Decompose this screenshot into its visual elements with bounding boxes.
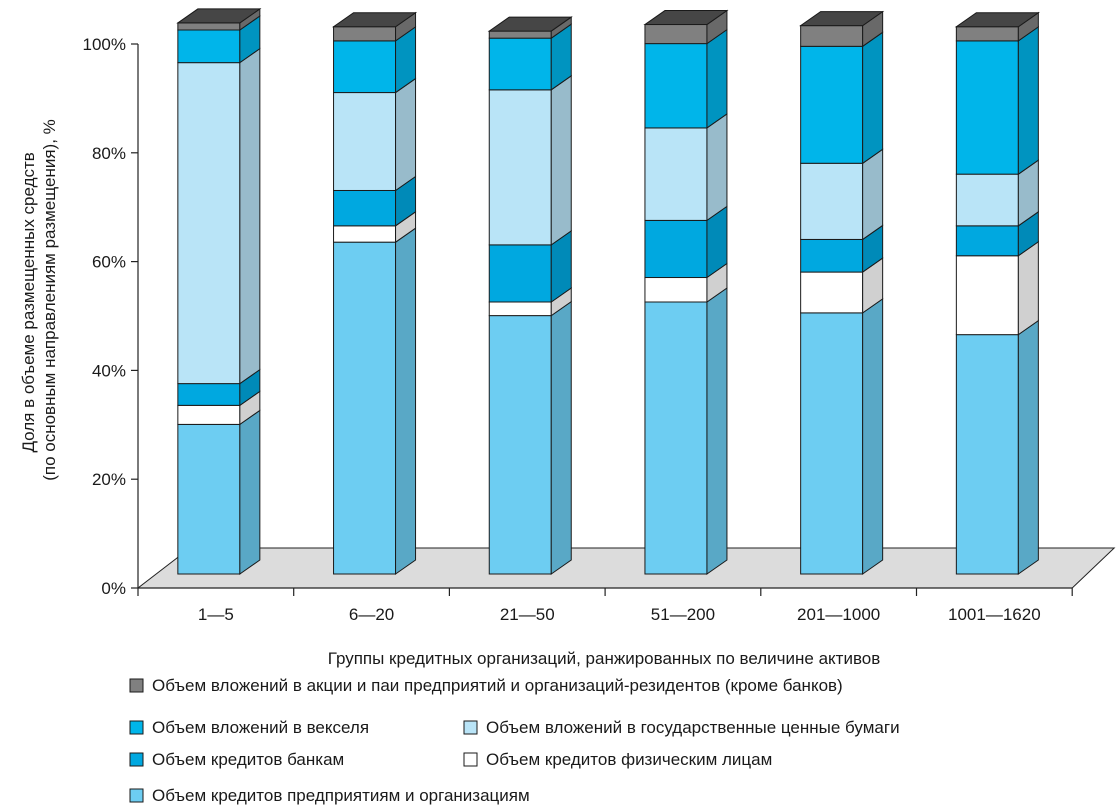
axes: [131, 43, 1073, 596]
legend-swatch: [463, 720, 478, 735]
x-tick-label: 51—200: [651, 605, 715, 624]
bar-stack: [176, 7, 262, 575]
bar-segment: [488, 89, 552, 246]
bar-top: [331, 12, 418, 28]
bar-segment-side: [239, 47, 261, 385]
bar-segment: [955, 173, 1019, 227]
bars: [176, 7, 1040, 575]
bar-stack: [331, 11, 418, 575]
x-tick-label: 201—1000: [797, 605, 880, 624]
bar-segment: [333, 92, 397, 191]
x-tick-labels: 1—5 6—20 21—50 51—200 201—1000 1001—1620: [198, 605, 1041, 624]
bar-segment: [488, 37, 552, 91]
bar-segment: [644, 277, 708, 303]
bar-segment: [333, 189, 397, 227]
bar-segment-side: [862, 148, 884, 241]
bar-segment: [488, 315, 552, 575]
legend-swatch: [129, 678, 144, 693]
bar-segment: [333, 26, 397, 42]
bar-segment: [955, 225, 1019, 257]
bar-segment-side: [1017, 240, 1039, 336]
y-tick-label: 40%: [92, 361, 126, 380]
bar-segment: [955, 26, 1019, 42]
bar-segment: [955, 255, 1019, 336]
bar-segment: [644, 127, 708, 221]
y-tick-label: 0%: [101, 579, 126, 598]
bar-segment: [177, 62, 241, 385]
bar-segment-side: [1017, 319, 1039, 575]
bar-segment: [177, 383, 241, 406]
bar-segment-side: [706, 28, 728, 129]
legend-label: Объем кредитов предприятиям и организаци…: [152, 786, 530, 805]
x-tick-label: 21—50: [500, 605, 555, 624]
bar-top: [643, 10, 729, 26]
bar-segment: [644, 219, 708, 279]
bar-segment: [644, 43, 708, 129]
bar-stack: [799, 10, 885, 575]
bar-segment-side: [862, 297, 884, 575]
y-tick-label: 20%: [92, 470, 126, 489]
bar-top: [799, 11, 885, 27]
y-tick-label: 80%: [92, 144, 126, 163]
bar-segment: [955, 40, 1019, 175]
bar-segment-side: [706, 112, 728, 222]
legend-label: Объем вложений в векселя: [152, 718, 369, 737]
y-axis-title-line-1: Доля в объеме размещенных средств: [19, 152, 38, 452]
bar-segment-side: [239, 409, 261, 575]
bar-segment-side: [706, 287, 728, 575]
y-axis-title-line-2: (по основным направлениям размещения), %: [40, 119, 59, 481]
x-axis-title: Группы кредитных организаций, ранжирован…: [328, 649, 881, 668]
legend-swatch: [463, 752, 478, 767]
y-tick-label: 100%: [83, 35, 126, 54]
bar-segment: [955, 334, 1019, 575]
bar-segment-side: [395, 227, 417, 575]
bar-segment: [644, 301, 708, 575]
legend: Объем вложений в акции и паи предприятий…: [129, 676, 900, 805]
bar-stack: [643, 9, 729, 575]
bar-segment: [333, 241, 397, 575]
legend-swatch: [129, 720, 144, 735]
legend-label: Объем кредитов банкам: [152, 750, 344, 769]
bar-segment: [177, 423, 241, 575]
legend-label: Объем кредитов физическим лицам: [486, 750, 772, 769]
x-tick-label: 6—20: [349, 605, 394, 624]
bar-segment: [177, 404, 241, 425]
bar-segment: [800, 25, 864, 47]
bar-segment: [333, 225, 397, 243]
bar-segment: [488, 301, 552, 317]
legend-swatch: [129, 788, 144, 803]
bar-stack: [954, 11, 1040, 575]
bar-top: [954, 12, 1040, 28]
bar-segment-side: [1017, 25, 1039, 176]
legend-swatch: [129, 752, 144, 767]
legend-label: Объем вложений в государственные ценные …: [486, 718, 900, 737]
bar-segment: [488, 30, 552, 39]
bar-segment: [333, 40, 397, 94]
bar-top: [487, 16, 573, 32]
x-tick-label: 1001—1620: [948, 605, 1041, 624]
y-axis-title: Доля в объеме размещенных средств (по ос…: [19, 119, 59, 481]
x-tick-label: 1—5: [198, 605, 234, 624]
bar-segment: [177, 29, 241, 64]
bar-segment: [800, 312, 864, 575]
legend-label: Объем вложений в акции и паи предприятий…: [152, 676, 843, 695]
bar-segment-side: [550, 74, 572, 246]
bar-segment-side: [550, 300, 572, 575]
bar-segment: [488, 244, 552, 303]
y-tick-labels: 0% 20% 40% 60% 80% 100%: [83, 35, 126, 598]
y-tick-label: 60%: [92, 253, 126, 272]
bar-segment: [800, 238, 864, 273]
bar-segment: [800, 162, 864, 240]
bar-segment: [800, 45, 864, 164]
bar-segment: [800, 271, 864, 314]
bar-segment: [177, 22, 241, 31]
bar-segment: [644, 24, 708, 45]
bar-segment-side: [395, 77, 417, 192]
bar-segment-side: [862, 31, 884, 165]
bar-stack: [487, 16, 573, 575]
bar-top: [176, 8, 262, 24]
